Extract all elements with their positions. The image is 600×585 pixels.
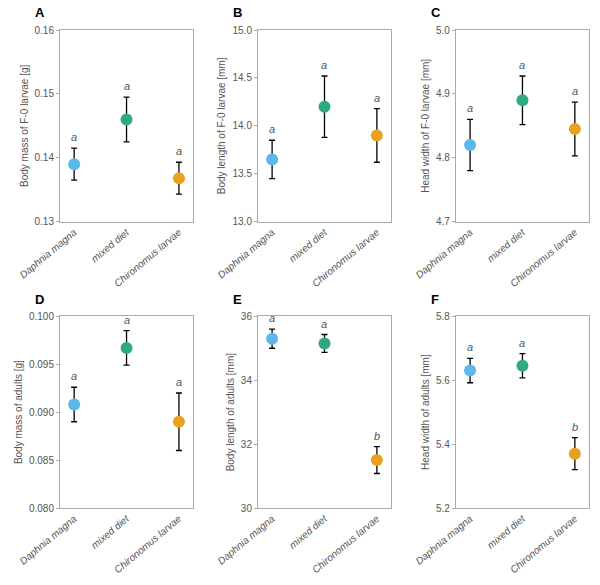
svg-text:Chironomus larvae: Chironomus larvae [310,513,382,576]
svg-text:a: a [176,145,182,157]
svg-text:D: D [35,292,44,307]
svg-text:13.0: 13.0 [232,216,252,227]
svg-text:a: a [71,131,77,143]
svg-text:36: 36 [241,311,253,322]
svg-text:Chironomus larvae: Chironomus larvae [310,226,382,289]
svg-text:A: A [35,5,45,20]
svg-text:32: 32 [241,439,253,450]
svg-text:a: a [176,376,182,388]
svg-text:Daphnia magna: Daphnia magna [17,513,78,567]
svg-text:a: a [124,314,130,326]
svg-text:14.0: 14.0 [232,120,252,131]
svg-text:0.085: 0.085 [29,455,54,466]
svg-text:Body mass of adults [g]: Body mass of adults [g] [13,360,24,464]
svg-text:mixed diet: mixed diet [485,512,528,551]
svg-text:E: E [233,292,242,307]
svg-text:0.080: 0.080 [29,503,54,514]
svg-text:a: a [124,80,130,92]
svg-text:Daphnia magna: Daphnia magna [413,513,474,567]
svg-text:Chironomus larvae: Chironomus larvae [112,513,184,576]
svg-text:a: a [519,59,525,71]
svg-text:5.0: 5.0 [436,25,450,36]
svg-text:Daphnia magna: Daphnia magna [17,226,78,280]
svg-text:mixed diet: mixed diet [485,226,528,265]
svg-text:a: a [321,59,327,71]
svg-text:Chironomus larvae: Chironomus larvae [508,226,580,289]
svg-text:Head width of adults [mm]: Head width of adults [mm] [420,354,431,470]
svg-text:Head width of F-0 larvae [mm]: Head width of F-0 larvae [mm] [420,59,431,193]
svg-text:4.8: 4.8 [436,152,450,163]
svg-text:a: a [467,341,473,353]
svg-text:0.100: 0.100 [29,311,54,322]
svg-text:a: a [519,337,525,349]
svg-text:C: C [431,5,441,20]
svg-text:a: a [269,312,275,324]
svg-text:5.8: 5.8 [436,311,450,322]
svg-text:34: 34 [241,375,253,386]
svg-text:0.14: 0.14 [35,152,55,163]
svg-text:Chironomus larvae: Chironomus larvae [112,226,184,289]
svg-text:mixed diet: mixed diet [287,226,330,265]
svg-text:Body length of adults [mm]: Body length of adults [mm] [225,353,236,472]
svg-text:Body mass of F-0 larvae [g]: Body mass of F-0 larvae [g] [19,64,30,186]
svg-text:mixed diet: mixed diet [89,226,132,265]
svg-text:B: B [233,5,242,20]
svg-text:Daphnia magna: Daphnia magna [413,226,474,280]
svg-text:0.16: 0.16 [35,25,55,36]
svg-text:4.9: 4.9 [436,88,450,99]
svg-text:a: a [572,85,578,97]
svg-text:a: a [269,123,275,135]
svg-text:a: a [467,102,473,114]
svg-text:13.5: 13.5 [232,168,252,179]
svg-text:b: b [374,430,380,442]
svg-text:a: a [321,318,327,330]
svg-text:0.13: 0.13 [35,216,55,227]
svg-text:0.090: 0.090 [29,407,54,418]
svg-text:Daphnia magna: Daphnia magna [215,226,276,280]
svg-text:5.2: 5.2 [436,503,450,514]
svg-text:Chironomus larvae: Chironomus larvae [508,513,580,576]
svg-text:0.15: 0.15 [35,88,55,99]
svg-text:5.4: 5.4 [436,439,450,450]
svg-text:14.5: 14.5 [232,72,252,83]
svg-text:4.7: 4.7 [436,216,450,227]
svg-text:Daphnia magna: Daphnia magna [215,513,276,567]
svg-text:a: a [374,92,380,104]
svg-text:a: a [71,370,77,382]
svg-text:Body length of F-0 larvae [mm]: Body length of F-0 larvae [mm] [216,57,227,194]
svg-text:0.095: 0.095 [29,359,54,370]
svg-text:mixed diet: mixed diet [287,512,330,551]
svg-text:F: F [431,292,439,307]
svg-text:b: b [572,421,578,433]
svg-text:30: 30 [241,503,253,514]
svg-text:5.6: 5.6 [436,375,450,386]
svg-text:15.0: 15.0 [232,25,252,36]
svg-text:mixed diet: mixed diet [89,512,132,551]
